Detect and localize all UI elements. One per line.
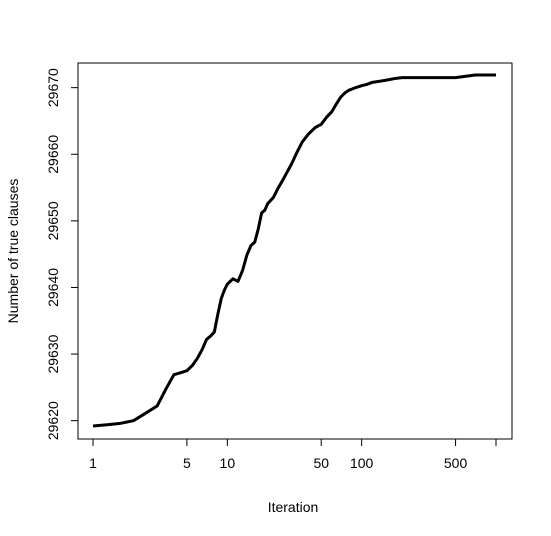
y-axis-title: Number of true clauses — [5, 179, 21, 324]
plot-frame — [77, 62, 513, 440]
x-tick-label: 1 — [89, 455, 97, 471]
y-tick-label: 29650 — [45, 201, 61, 240]
y-tick-label: 29660 — [45, 135, 61, 174]
x-tick-label: 100 — [350, 455, 374, 471]
series-line — [92, 73, 496, 428]
y-tick-label: 29630 — [45, 334, 61, 373]
x-tick-label: 5 — [183, 455, 191, 471]
x-tick-label: 500 — [444, 455, 468, 471]
y-tick-label: 29670 — [45, 68, 61, 107]
x-axis-title: Iteration — [268, 499, 319, 515]
y-axis: 29620 29630 29640 29650 29660 29670 — [45, 68, 79, 440]
x-axis: 1 5 10 50 100 500 — [89, 438, 497, 471]
y-tick-label: 29620 — [45, 401, 61, 440]
x-tick-label: 10 — [220, 455, 236, 471]
x-tick-label: 50 — [313, 455, 329, 471]
y-tick-label: 29640 — [45, 268, 61, 307]
